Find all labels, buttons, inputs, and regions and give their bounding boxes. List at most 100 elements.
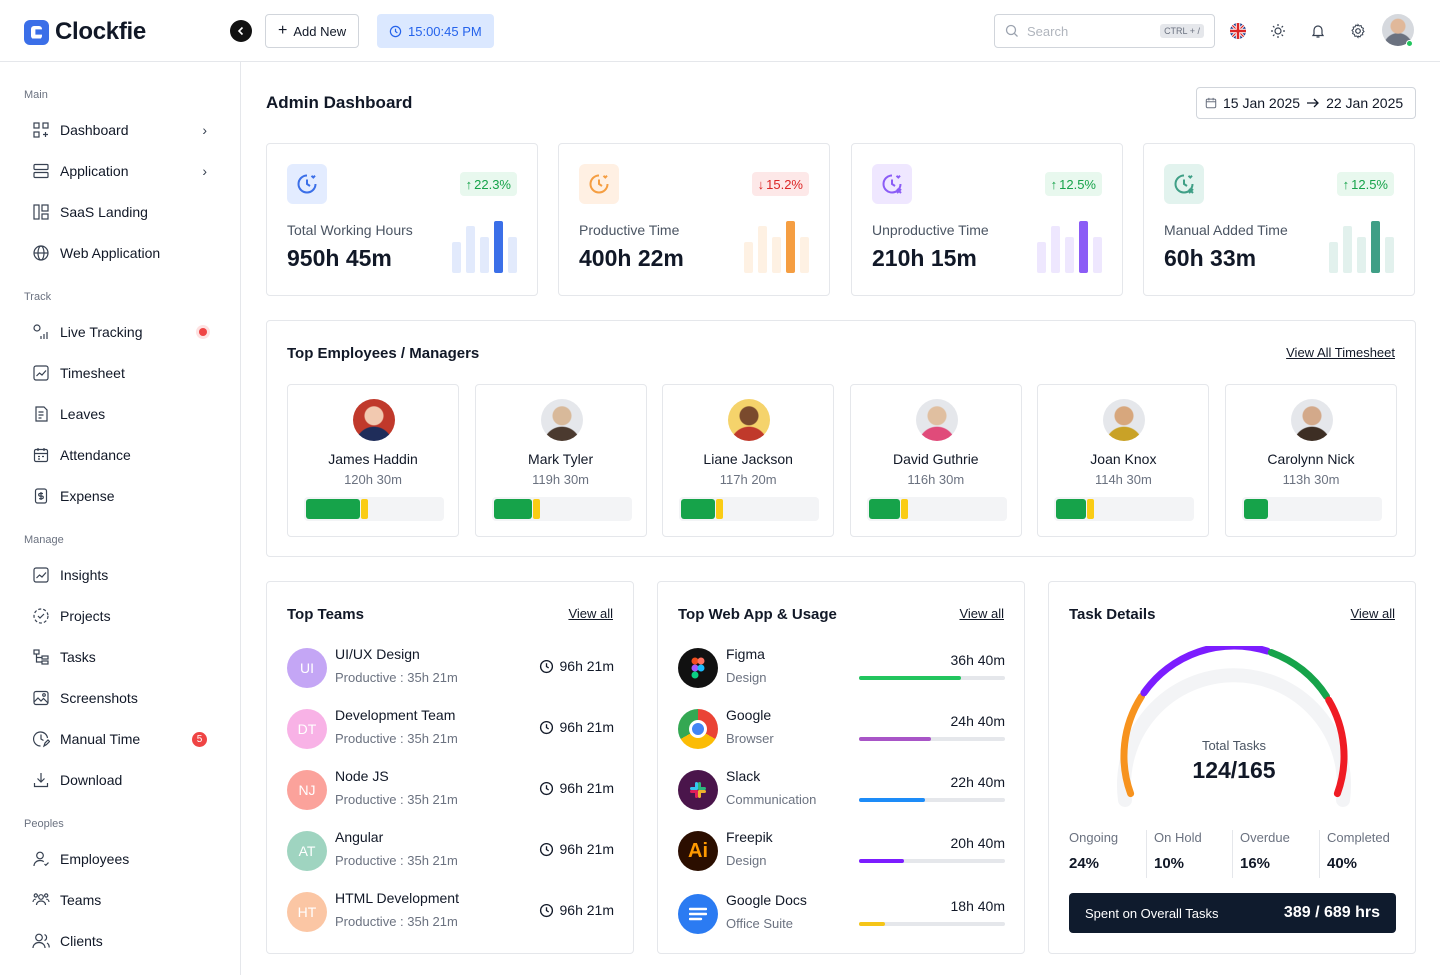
- employee-progress-bar: [304, 497, 444, 521]
- date-to: 22 Jan 2025: [1326, 95, 1404, 111]
- stat-change-value: 12.5%: [1059, 176, 1096, 192]
- app-usage-row[interactable]: Figma Design 36h 40m: [678, 646, 1005, 690]
- spent-value: 389 / 689 hrs: [1283, 904, 1380, 921]
- gauge-segment: [1120, 692, 1145, 798]
- sidebar-item-download[interactable]: Download: [24, 763, 219, 797]
- sidebar-item-web-application[interactable]: Web Application: [24, 236, 219, 270]
- user-icon: [33, 851, 49, 867]
- avatar: [915, 399, 958, 441]
- stat-value: 60h 33m: [1164, 245, 1257, 271]
- app-usage-row[interactable]: Google Docs Office Suite 18h 40m: [678, 892, 1005, 936]
- sidebar-item-dashboard[interactable]: Dashboard ›: [24, 113, 219, 147]
- sidebar-item-tasks[interactable]: Tasks: [24, 640, 219, 674]
- receipt-icon: [34, 488, 48, 504]
- sidebar-collapse-button[interactable]: [230, 20, 252, 42]
- search-box[interactable]: CTRL + /: [994, 14, 1215, 48]
- mini-bar: [480, 237, 489, 273]
- brand-logo[interactable]: Clockfie: [24, 18, 146, 46]
- sidebar-item-insights[interactable]: Insights: [24, 558, 219, 592]
- team-time: 96h 21m: [539, 658, 614, 674]
- app-category: Office Suite: [726, 916, 793, 931]
- app-usage-row[interactable]: Slack Communication 22h 40m: [678, 768, 1005, 812]
- tasks-view-all-link[interactable]: View all: [1350, 606, 1395, 621]
- team-row[interactable]: DT Development Team Productive : 35h 21m…: [287, 707, 614, 751]
- sidebar-item-timesheet[interactable]: Timesheet: [24, 356, 219, 390]
- task-stat-value: 40%: [1327, 855, 1358, 872]
- stat-change-value: 12.5%: [1351, 176, 1388, 192]
- task-stat-value: 24%: [1069, 855, 1100, 872]
- sidebar-item-label: Teams: [60, 892, 102, 908]
- app-category: Communication: [726, 792, 817, 807]
- app-name: Figma: [726, 646, 765, 662]
- page-title: Admin Dashboard: [266, 93, 413, 112]
- sidebar-item-application[interactable]: Application ›: [24, 154, 219, 188]
- sidebar-item-live-tracking[interactable]: Live Tracking: [24, 315, 219, 349]
- search-input[interactable]: [1027, 23, 1137, 39]
- team-name: Node JS: [335, 768, 389, 784]
- team-row[interactable]: UI UI/UX Design Productive : 35h 21m 96h…: [287, 646, 614, 690]
- mini-bar: [1093, 237, 1102, 273]
- stat-card-productive-time[interactable]: ↓ 15.2% Productive Time 400h 22m: [558, 143, 830, 296]
- clock-icon: [539, 720, 553, 734]
- stat-label: Unproductive Time: [872, 222, 989, 238]
- teams-view-all-link[interactable]: View all: [568, 606, 613, 621]
- task-stat-label: Ongoing: [1069, 830, 1119, 845]
- app-usage-row[interactable]: Google Browser 24h 40m: [678, 707, 1005, 751]
- top-employees-panel: Top Employees / Managers View All Timesh…: [266, 320, 1416, 557]
- team-row[interactable]: HT HTML Development Productive : 35h 21m…: [287, 890, 614, 934]
- add-new-button[interactable]: + Add New: [265, 14, 360, 48]
- gauge-value: 124/165: [1192, 757, 1275, 783]
- settings-gear-icon[interactable]: [1348, 21, 1368, 41]
- sidebar-item-label: Leaves: [60, 406, 106, 422]
- sidebar-item-employees[interactable]: Employees: [24, 842, 219, 876]
- app-time: 20h 40m: [950, 835, 1005, 851]
- sidebar-item-label: Projects: [60, 608, 111, 624]
- team-productive: Productive : 35h 21m: [335, 670, 458, 685]
- stat-card-manual-added-time[interactable]: ↑ 12.5% Manual Added Time 60h 33m: [1143, 143, 1415, 296]
- task-stat-divider: [1319, 830, 1320, 878]
- view-all-timesheet-link[interactable]: View All Timesheet: [1286, 345, 1395, 360]
- team-row[interactable]: NJ Node JS Productive : 35h 21m 96h 21m: [287, 768, 614, 812]
- employee-name: Joan Knox: [1090, 451, 1157, 467]
- employee-card[interactable]: Mark Tyler 119h 30m: [474, 384, 647, 537]
- clock-time: 15:00:45 PM: [408, 23, 482, 39]
- stat-card-total-working-hours[interactable]: ↑ 22.3% Total Working Hours 950h 45m: [266, 143, 538, 296]
- mini-bar: [744, 242, 753, 273]
- stat-value: 950h 45m: [287, 245, 392, 271]
- app-usage-row[interactable]: Ai Freepik Design 20h 40m: [678, 829, 1005, 873]
- sidebar-item-clients[interactable]: Clients: [24, 924, 219, 958]
- sidebar-item-expense[interactable]: Expense: [24, 479, 219, 513]
- clock-x-stat-icon: [1164, 164, 1204, 204]
- gauge-segment: [1267, 649, 1330, 700]
- team-row[interactable]: AT Angular Productive : 35h 21m 96h 21m: [287, 829, 614, 873]
- employee-card[interactable]: David Guthrie 116h 30m: [849, 384, 1022, 537]
- sidebar-item-saas-landing[interactable]: SaaS Landing: [24, 195, 219, 229]
- clock-stat-icon: [579, 164, 619, 204]
- plus-icon: +: [278, 22, 288, 39]
- sidebar-section-manage: Manage: [24, 534, 64, 546]
- date-range-picker[interactable]: 15 Jan 2025 22 Jan 2025: [1196, 87, 1416, 119]
- sidebar-item-screenshots[interactable]: Screenshots: [24, 681, 219, 715]
- sidebar-item-manual-time[interactable]: Manual Time 5: [24, 722, 219, 756]
- apps-view-all-link[interactable]: View all: [959, 606, 1004, 621]
- employee-card[interactable]: Carolynn Nick 113h 30m: [1225, 384, 1397, 537]
- gauge-segment: [1325, 696, 1348, 798]
- sidebar-item-teams[interactable]: Teams: [24, 883, 219, 917]
- sidebar-item-leaves[interactable]: Leaves: [24, 397, 219, 431]
- task-gauge: Total Tasks 124/165: [1117, 646, 1351, 807]
- app-category: Design: [726, 853, 767, 868]
- employee-card[interactable]: James Haddin 120h 30m: [287, 384, 459, 537]
- employee-card[interactable]: Joan Knox 114h 30m: [1037, 384, 1210, 537]
- employee-progress-bar: [679, 497, 820, 521]
- sidebar-item-projects[interactable]: Projects: [24, 599, 219, 633]
- bell-icon[interactable]: [1308, 21, 1328, 41]
- sidebar-item-attendance[interactable]: Attendance: [24, 438, 219, 472]
- sun-icon[interactable]: [1268, 21, 1288, 41]
- add-new-label: Add New: [293, 23, 347, 39]
- language-flag-icon[interactable]: [1228, 21, 1248, 41]
- clock-edit-icon: [32, 731, 50, 748]
- employee-card[interactable]: Liane Jackson 117h 20m: [662, 384, 835, 537]
- sidebar-item-label: Manual Time: [60, 731, 141, 747]
- stat-card-unproductive-time[interactable]: ↑ 12.5% Unproductive Time 210h 15m: [851, 143, 1123, 296]
- team-avatar: NJ: [287, 770, 327, 810]
